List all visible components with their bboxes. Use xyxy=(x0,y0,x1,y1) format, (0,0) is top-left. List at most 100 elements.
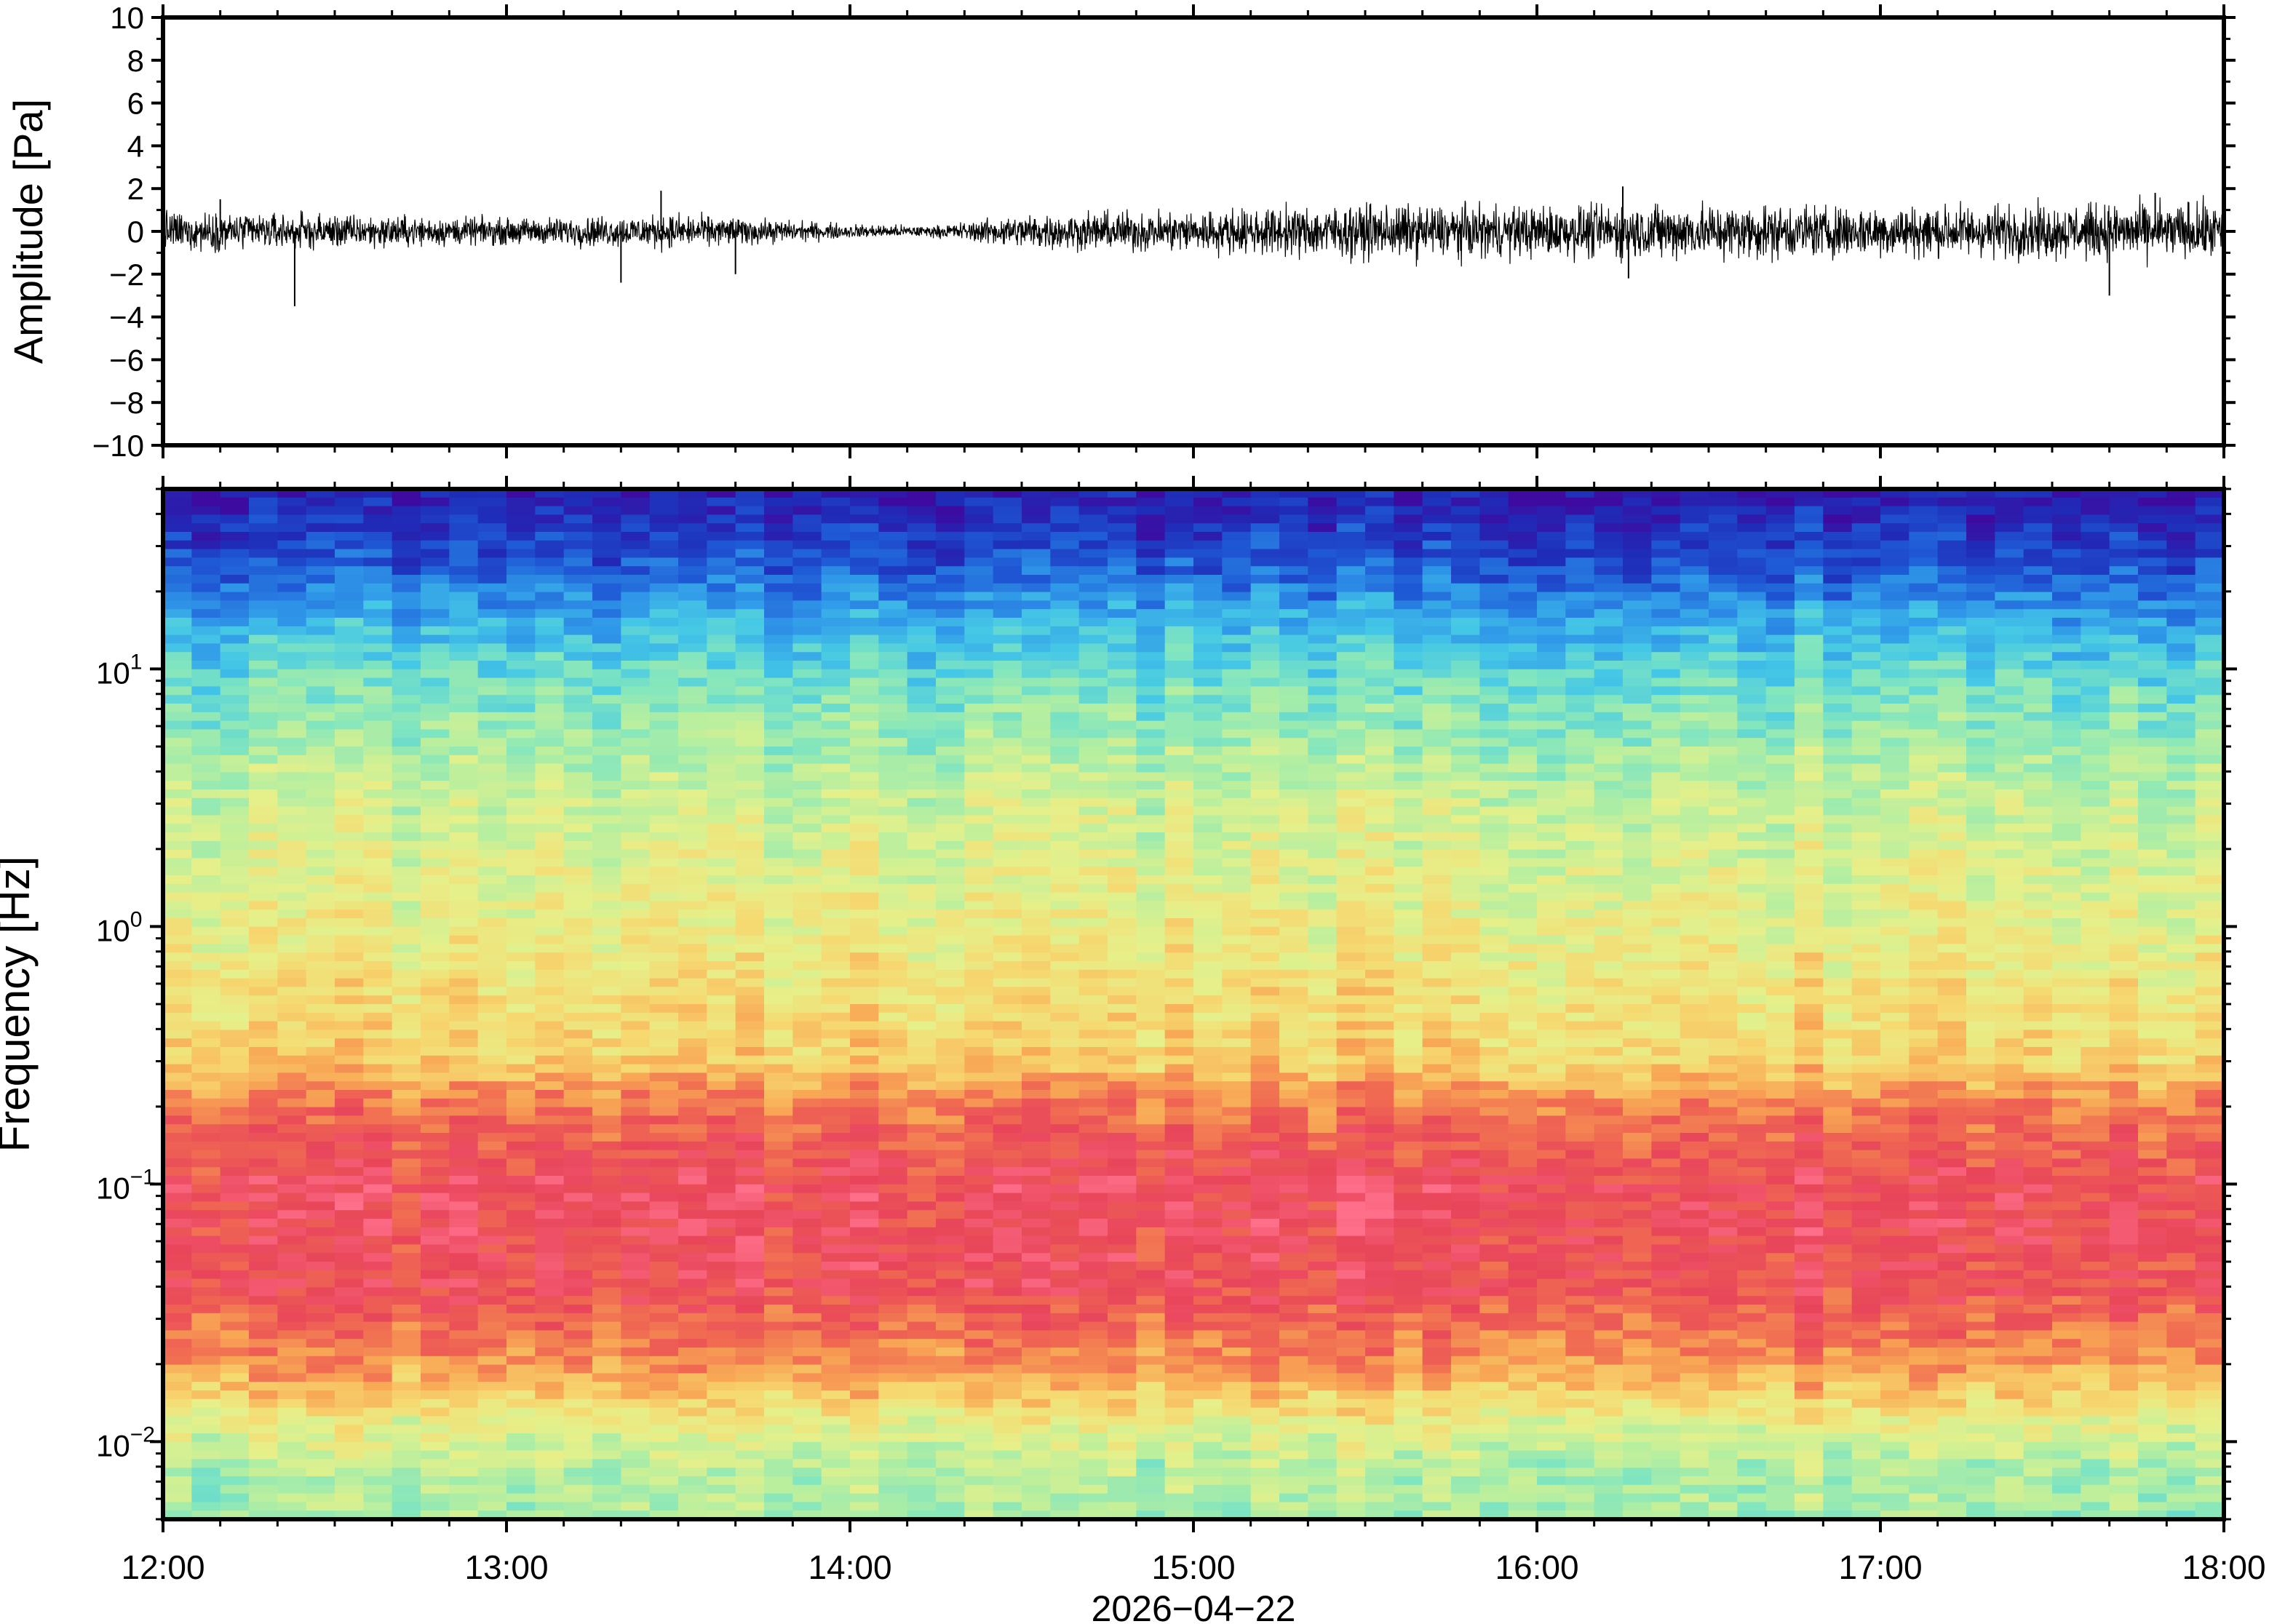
spectrogram-cell xyxy=(821,1502,851,1511)
spectrogram-cell xyxy=(1222,1425,1252,1434)
spectrogram-cell xyxy=(821,1348,851,1357)
spectrogram-cell xyxy=(907,1141,937,1151)
spectrogram-cell xyxy=(1279,1107,1309,1117)
spectrogram-cell xyxy=(735,909,765,919)
spectrogram-cell xyxy=(1193,583,1223,593)
spectrogram-cell xyxy=(1108,875,1137,885)
spectrogram-cell xyxy=(1250,557,1280,567)
spectrogram-cell xyxy=(249,1270,279,1280)
spectrogram-cell xyxy=(335,1133,365,1142)
spectrogram-cell xyxy=(850,1012,880,1022)
spectrogram-cell xyxy=(621,1425,651,1434)
spectrogram-cell xyxy=(1164,575,1194,584)
spectrogram-cell xyxy=(449,1021,479,1031)
spectrogram-cell xyxy=(1022,1038,1052,1048)
spectrogram-cell xyxy=(335,1313,365,1323)
spectrogram-cell xyxy=(878,1364,908,1374)
spectrogram-cell xyxy=(964,514,994,524)
spectrogram-cell xyxy=(707,575,736,584)
spectrogram-cell xyxy=(993,1433,1022,1443)
spectrogram-cell xyxy=(678,686,708,696)
spectrogram-cell xyxy=(764,1064,794,1074)
spectrogram-cell xyxy=(735,729,765,739)
spectrogram-cell xyxy=(1164,643,1194,653)
spectrogram-cell xyxy=(1022,626,1052,636)
spectrogram-cell xyxy=(363,935,393,945)
spectrogram-cell xyxy=(363,557,393,567)
spectrogram-cell xyxy=(621,952,651,962)
spectrogram-cell xyxy=(449,961,479,971)
spectrogram-cell xyxy=(220,540,250,550)
spectrogram-cell xyxy=(535,557,565,567)
spectrogram-cell xyxy=(993,1098,1022,1108)
spectrogram-cell xyxy=(220,669,250,679)
spectrogram-cell xyxy=(563,626,593,636)
spectrogram-cell xyxy=(678,643,708,653)
spectrogram-cell xyxy=(1050,875,1080,885)
spectrogram-cell xyxy=(363,1321,393,1332)
spectrogram-cell xyxy=(191,1459,221,1468)
spectrogram-cell xyxy=(563,609,593,618)
spectrogram-cell xyxy=(1250,626,1280,636)
spectrogram-cell xyxy=(1250,849,1280,859)
spectrogram-cell xyxy=(850,1476,880,1486)
spectrogram-cell xyxy=(1078,1244,1108,1254)
spectrogram-cell xyxy=(850,1158,880,1168)
spectrogram-cell xyxy=(1136,1450,1166,1460)
spectrogram-cell xyxy=(936,789,966,799)
spectrogram-cell xyxy=(1022,686,1052,696)
spectrogram-cell xyxy=(1078,858,1108,867)
spectrogram-cell xyxy=(993,686,1022,696)
spectrogram-cell xyxy=(1050,789,1080,799)
spectrogram-cell xyxy=(735,532,765,541)
spectrogram-cell xyxy=(993,626,1022,636)
spectrogram-cell xyxy=(707,858,736,867)
spectrogram-cell xyxy=(1050,557,1080,567)
spectrogram-cell xyxy=(1022,1235,1052,1246)
spectrogram-cell xyxy=(449,1133,479,1142)
spectrogram-cell xyxy=(191,1364,221,1374)
spectrogram-cell xyxy=(764,557,794,567)
spectrogram-cell xyxy=(335,1235,365,1246)
spectrogram-cell xyxy=(1222,987,1252,996)
spectrogram-cell xyxy=(306,634,335,645)
spectrogram-cell xyxy=(1308,557,1338,567)
spectrogram-cell xyxy=(1250,720,1280,731)
spectrogram-cell xyxy=(850,867,880,876)
spectrogram-cell xyxy=(1022,1244,1052,1254)
spectrogram-cell xyxy=(707,1459,736,1468)
spectrogram-cell xyxy=(850,609,880,618)
spectrogram-cell xyxy=(707,1416,736,1425)
spectrogram-cell xyxy=(449,1450,479,1460)
spectrogram-cell xyxy=(1050,1425,1080,1434)
spectrogram-cell xyxy=(707,566,736,576)
spectrogram-cell xyxy=(392,1081,421,1091)
spectrogram-cell xyxy=(506,978,536,988)
spectrogram-cell xyxy=(821,1441,851,1452)
spectrogram-cell xyxy=(306,1047,335,1056)
spectrogram-cell xyxy=(678,1184,708,1194)
spectrogram-cell xyxy=(678,1296,708,1305)
spectrogram-cell xyxy=(220,1484,250,1494)
spectrogram-cell xyxy=(163,952,193,962)
spectrogram-cell xyxy=(563,1468,593,1477)
spectrogram-cell xyxy=(678,1433,708,1443)
spectrogram-cell xyxy=(1078,1253,1108,1262)
spectrogram-cell xyxy=(363,1348,393,1357)
spectrogram-cell xyxy=(993,738,1022,747)
spectrogram-cell xyxy=(850,1502,880,1511)
spectrogram-cell xyxy=(1136,1493,1166,1503)
spectrogram-cell xyxy=(449,987,479,996)
spectrogram-cell xyxy=(1250,1184,1280,1194)
spectrogram-cell xyxy=(821,1107,851,1117)
spectrogram-cell xyxy=(649,1382,679,1391)
spectrogram-cell xyxy=(621,738,651,747)
spectrogram-cell xyxy=(792,1133,822,1142)
spectrogram-cell xyxy=(792,781,822,790)
spectrogram-cell xyxy=(477,1296,507,1305)
spectrogram-cell xyxy=(421,1425,450,1434)
spectrogram-cell xyxy=(191,506,221,516)
spectrogram-cell xyxy=(421,969,450,979)
spectrogram-cell xyxy=(477,1115,507,1125)
spectrogram-cell xyxy=(592,1382,622,1391)
